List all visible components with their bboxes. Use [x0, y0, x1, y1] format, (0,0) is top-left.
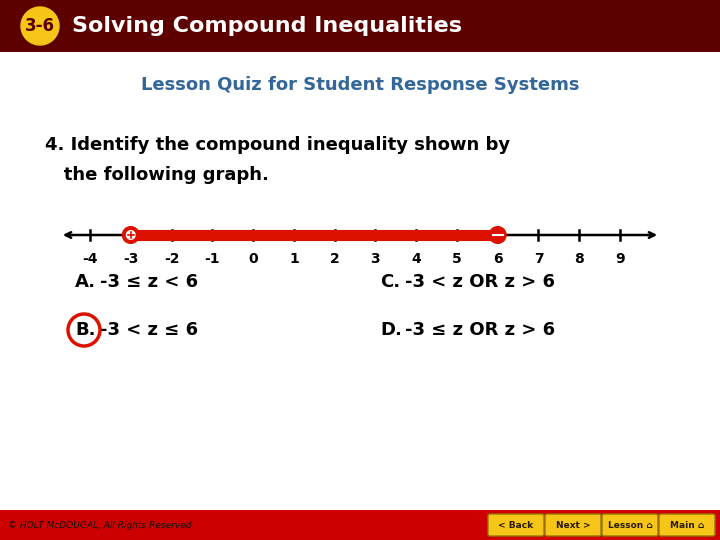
Text: -4: -4 — [82, 252, 98, 266]
FancyBboxPatch shape — [488, 514, 544, 536]
Text: -3 < z OR z > 6: -3 < z OR z > 6 — [405, 273, 555, 291]
Text: 7: 7 — [534, 252, 544, 266]
Text: -2: -2 — [163, 252, 179, 266]
Circle shape — [126, 230, 136, 240]
Text: 1: 1 — [289, 252, 299, 266]
Text: 2: 2 — [330, 252, 340, 266]
Text: -3 ≤ z < 6: -3 ≤ z < 6 — [100, 273, 198, 291]
Text: -3: -3 — [123, 252, 138, 266]
Circle shape — [490, 227, 505, 243]
FancyBboxPatch shape — [0, 510, 720, 540]
Text: D.: D. — [380, 321, 402, 339]
Circle shape — [123, 227, 139, 243]
Text: 9: 9 — [615, 252, 625, 266]
Text: < Back: < Back — [498, 521, 534, 530]
Text: Solving Compound Inequalities: Solving Compound Inequalities — [72, 16, 462, 36]
FancyBboxPatch shape — [659, 514, 715, 536]
Text: 6: 6 — [493, 252, 503, 266]
Text: 5: 5 — [452, 252, 462, 266]
Text: the following graph.: the following graph. — [45, 166, 269, 184]
Circle shape — [21, 7, 59, 45]
Text: -1: -1 — [204, 252, 220, 266]
FancyBboxPatch shape — [0, 0, 720, 52]
Text: Main ⌂: Main ⌂ — [670, 521, 704, 530]
Text: Next >: Next > — [556, 521, 590, 530]
Text: 4: 4 — [411, 252, 421, 266]
Text: 3: 3 — [371, 252, 380, 266]
Text: 4. Identify the compound inequality shown by: 4. Identify the compound inequality show… — [45, 136, 510, 154]
Text: -3 < z ≤ 6: -3 < z ≤ 6 — [100, 321, 198, 339]
Text: A.: A. — [75, 273, 96, 291]
Text: 8: 8 — [575, 252, 584, 266]
Text: Lesson ⌂: Lesson ⌂ — [608, 521, 652, 530]
FancyBboxPatch shape — [545, 514, 601, 536]
Text: B.: B. — [75, 321, 96, 339]
Text: Lesson Quiz for Student Response Systems: Lesson Quiz for Student Response Systems — [140, 76, 580, 94]
Text: 3-6: 3-6 — [25, 17, 55, 35]
Text: -3 ≤ z OR z > 6: -3 ≤ z OR z > 6 — [405, 321, 555, 339]
FancyBboxPatch shape — [602, 514, 658, 536]
Text: 0: 0 — [248, 252, 258, 266]
Text: © HOLT McDOUGAL, All Rights Reserved: © HOLT McDOUGAL, All Rights Reserved — [8, 521, 192, 530]
Text: C.: C. — [380, 273, 400, 291]
